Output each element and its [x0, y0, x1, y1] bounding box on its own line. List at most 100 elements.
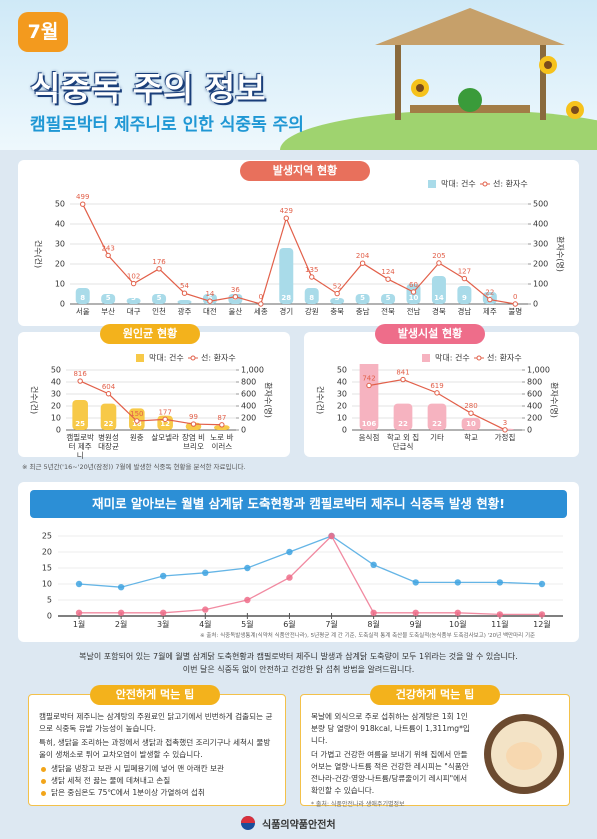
chart-title: 발생시설 현황	[375, 324, 485, 344]
line-marker	[538, 580, 546, 588]
x-tick-label: 광주	[177, 307, 192, 316]
point-value-label: 280	[464, 402, 477, 410]
point-value-label: 36	[231, 286, 240, 294]
bar-value-label: 12	[160, 420, 170, 428]
bar-value-label: 22	[104, 420, 114, 428]
x-tick-label: 전남	[406, 307, 421, 316]
point-value-label: 124	[381, 268, 395, 276]
x-tick-label: 학교 외 집단급식	[386, 433, 420, 451]
x-tick-label: 원충	[129, 433, 144, 442]
y-tick-label: 30	[51, 390, 61, 399]
chart-svg: 0 5 10 15 20 25	[42, 532, 563, 621]
y-tick-label: 10	[42, 580, 52, 589]
x-tick-label: 5월	[241, 620, 254, 629]
x-tick-label: 장염 비브리오	[181, 433, 206, 451]
x-tick-label: 12월	[533, 620, 551, 629]
chart-svg: 0 10 20 30 40 50 0 200 400 600 800 1,000 건수(건) 환자수(명)…	[30, 353, 274, 435]
tip-list: 생닭을 냉장고 보관 시 밀폐용기에 넣어 맨 아래칸 보관 생닭 세척 전 끓…	[39, 763, 275, 799]
chart: 05101520251월2월3월4월5월6월7월8월9월10월11월12월삼계닭…	[28, 493, 573, 629]
x-tick-label: 4월	[199, 620, 212, 629]
chart-title: 발생지역 현황	[240, 161, 370, 181]
line-marker	[283, 215, 289, 221]
y-tick-label: 15	[42, 564, 52, 573]
bar	[75, 288, 90, 304]
point-value-label: 60	[409, 281, 418, 289]
bar-value-label: 8	[80, 294, 85, 302]
point-value-label: 0	[513, 293, 517, 301]
bar	[100, 403, 117, 430]
point-value-label: 177	[158, 408, 171, 416]
legend-label: 선: 환자수	[487, 353, 522, 363]
x-tick-label: 병원성 대장균	[98, 433, 119, 451]
chart: 0 10 20 30 40 50 0 200 400 600 800 1,000 건수(건) 환자수(명)…	[24, 352, 286, 461]
line-marker	[410, 289, 417, 295]
point-value-label: 499	[76, 193, 89, 201]
point-value-label: 604	[102, 383, 116, 391]
y2-tick-label: 1,000	[527, 366, 550, 375]
bar-value-label: 28	[281, 294, 291, 302]
line-marker	[219, 422, 225, 428]
line-marker	[468, 410, 474, 416]
line	[79, 534, 542, 616]
point-value-label: 0	[259, 293, 263, 301]
tip-text: 캠필로박터 제주니는 삼계탕의 주원료인 닭고기에서 빈번하게 검출되는 균으로…	[39, 712, 273, 733]
line-marker	[130, 280, 137, 287]
x-tick-label: 8월	[367, 620, 380, 629]
tip-bullet: 생닭을 냉장고 보관 시 밀폐용기에 넣어 맨 아래칸 보관	[41, 763, 275, 775]
header-illustration	[280, 8, 597, 150]
x-tick-label: 강원	[304, 307, 319, 316]
y-tick-label: 40	[55, 220, 65, 229]
bar-value-label: 25	[75, 420, 85, 428]
chart: 0 10 20 30 40 50 0 200 400 600 800 1,000 건수(건) 환자수(명)…	[310, 352, 572, 456]
intro-1: 복날이 포함되어 있는 7월에 월별 삼계닭 도축현황과 캠필로박터 제주니 발…	[79, 652, 518, 661]
bar	[126, 298, 141, 304]
post	[540, 45, 546, 120]
bar-value-label: 22	[398, 420, 408, 428]
line-marker	[512, 301, 518, 307]
line-marker	[190, 421, 197, 427]
line-marker	[160, 609, 167, 616]
y2-tick-label: 800	[527, 378, 542, 387]
chart-title: 원인균 현황	[100, 324, 200, 344]
line-marker	[487, 296, 493, 303]
samgyetang-illustration	[484, 714, 564, 794]
line-marker	[75, 580, 83, 588]
x-tick-label: 2월	[114, 620, 128, 629]
y-tick-label: 10	[55, 280, 65, 289]
x-tick-label: 서울	[75, 307, 90, 316]
line-marker	[434, 390, 440, 396]
safe-tip-title: 안전하게 먹는 팁	[90, 685, 220, 705]
sunflower-center	[544, 61, 552, 69]
line-marker	[385, 276, 391, 282]
footer: 식품의약품안전처	[0, 808, 597, 839]
bar	[177, 300, 192, 304]
bar	[355, 294, 370, 304]
y-tick-label: 0	[47, 612, 52, 621]
logo-half	[241, 816, 255, 823]
line	[79, 380, 222, 426]
x-tick-label: 전북	[381, 307, 395, 316]
tip-text: 특히, 생닭을 조리하는 과정에서 생닭과 접촉했던 조리기구나 세척시 물방울…	[39, 738, 271, 759]
bar-value-label: 18	[132, 420, 142, 428]
bar-value-label: 5	[208, 294, 213, 302]
x-tick-label: 세종	[253, 307, 268, 316]
bar-value-label: 1	[503, 420, 508, 428]
bar	[393, 403, 413, 430]
line-marker	[461, 275, 468, 282]
legend-dot	[190, 355, 196, 361]
bar-value-label: 106	[362, 420, 377, 428]
line-marker	[454, 579, 461, 586]
bar	[359, 364, 379, 430]
line-marker	[202, 569, 209, 576]
y2-tick-label: 500	[533, 200, 548, 209]
line-marker	[436, 260, 442, 266]
y-tick-label: 20	[55, 260, 65, 269]
x-tick-label: 경남	[457, 307, 472, 316]
watermelon	[458, 88, 482, 112]
y-tick-label: 40	[51, 378, 61, 387]
y2-tick-label: 200	[527, 414, 542, 423]
y-tick-label: 20	[337, 402, 347, 411]
x-tick-label: 울산	[228, 307, 243, 316]
y2-tick-label: 200	[241, 414, 256, 423]
line-marker	[75, 609, 83, 616]
